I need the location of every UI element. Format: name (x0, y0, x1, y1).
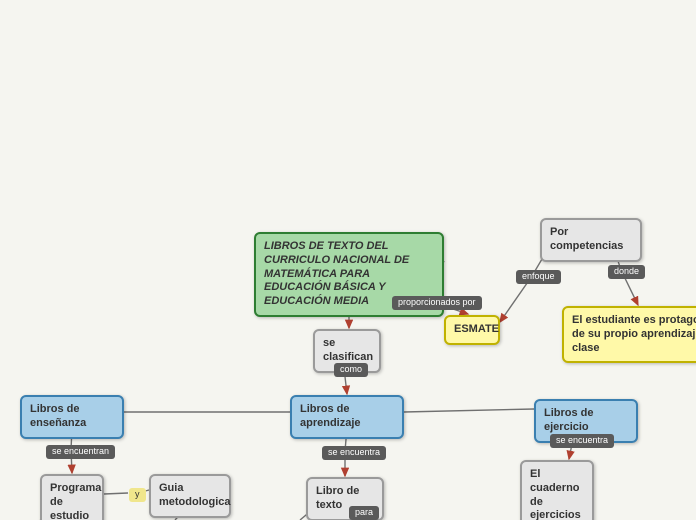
edge-label-enfoque: enfoque (516, 270, 561, 284)
node-cuaderno-ejercicios[interactable]: El cuaderno de ejercicios (520, 460, 594, 520)
edge-label-se-encuentran-left: se encuentran (46, 445, 115, 459)
node-programa-estudio[interactable]: Programa de estudio (40, 474, 104, 520)
node-estudiante-protagonista[interactable]: El estudiante es protagonista de su prop… (562, 306, 696, 363)
edge-label-donde: donde (608, 265, 645, 279)
edge-label-como: como (334, 363, 368, 377)
node-esmate[interactable]: ESMATE (444, 315, 500, 345)
edge-label-proporcionados-por: proporcionados por (392, 296, 482, 310)
edge-label-se-encuentra-mid: se encuentra (322, 446, 386, 460)
edge-label-y-connector: y (129, 488, 146, 502)
node-libros-ensenanza[interactable]: Libros de enseñanza (20, 395, 124, 439)
concept-map-canvas: LIBROS DE TEXTO DEL CURRICULO NACIONAL D… (0, 0, 696, 520)
edge-label-se-encuentra-right: se encuentra (550, 434, 614, 448)
node-guia-metodologica[interactable]: Guia metodologica (149, 474, 231, 518)
node-libros-aprendizaje[interactable]: Libros de aprendizaje (290, 395, 404, 439)
node-por-competencias[interactable]: Por competencias (540, 218, 642, 262)
edge-label-para: para (349, 506, 379, 520)
